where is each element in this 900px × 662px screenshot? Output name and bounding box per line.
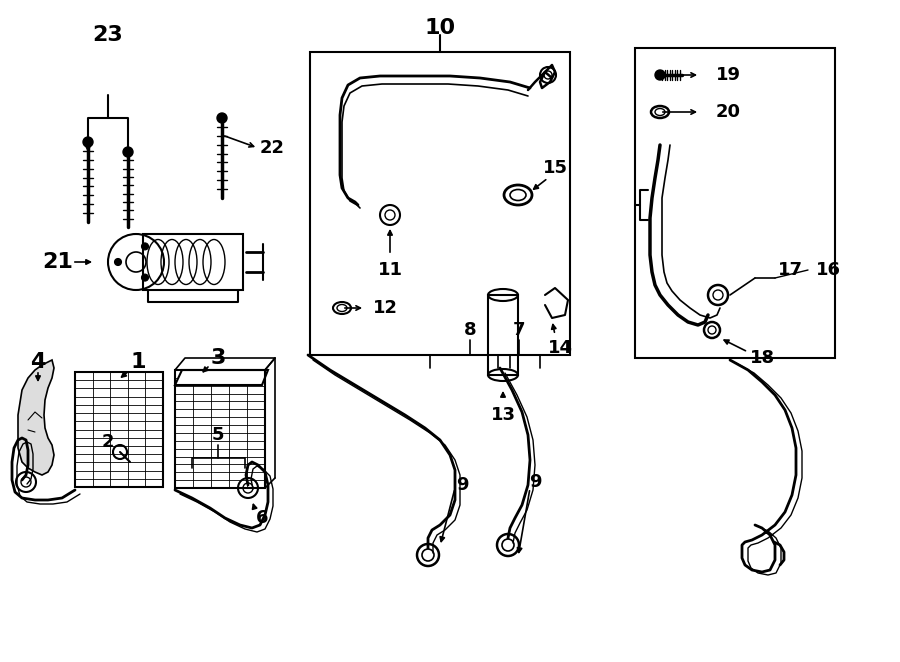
Text: 21: 21 <box>42 252 74 272</box>
Bar <box>310 52 570 355</box>
Circle shape <box>141 274 149 281</box>
Circle shape <box>123 147 133 157</box>
Text: 6: 6 <box>256 509 268 527</box>
Polygon shape <box>18 360 54 475</box>
Text: 13: 13 <box>491 406 516 424</box>
Text: 17: 17 <box>778 261 803 279</box>
Circle shape <box>141 243 149 250</box>
Text: 15: 15 <box>543 159 568 177</box>
Bar <box>175 370 265 488</box>
Circle shape <box>114 258 122 265</box>
Text: 22: 22 <box>259 139 284 157</box>
Bar <box>143 234 243 290</box>
Text: 1: 1 <box>130 352 146 372</box>
Text: 9: 9 <box>529 473 541 491</box>
Text: 12: 12 <box>373 299 398 317</box>
Text: 10: 10 <box>425 18 455 38</box>
Bar <box>75 372 163 487</box>
Circle shape <box>217 113 227 123</box>
Text: 19: 19 <box>716 66 741 84</box>
Circle shape <box>83 137 93 147</box>
Text: 20: 20 <box>716 103 741 121</box>
Text: 5: 5 <box>212 426 224 444</box>
Bar <box>635 48 835 358</box>
Text: 8: 8 <box>464 321 476 339</box>
Circle shape <box>655 70 665 80</box>
Text: 14: 14 <box>547 339 572 357</box>
Text: 4: 4 <box>31 352 46 372</box>
Text: 23: 23 <box>93 25 123 45</box>
Text: 2: 2 <box>102 433 114 451</box>
Bar <box>488 295 518 375</box>
Polygon shape <box>175 370 268 385</box>
Text: 3: 3 <box>211 348 226 368</box>
Text: 11: 11 <box>377 261 402 279</box>
Text: 18: 18 <box>750 349 775 367</box>
Text: 7: 7 <box>513 321 526 339</box>
Text: 16: 16 <box>815 261 841 279</box>
Text: 9: 9 <box>455 476 468 494</box>
